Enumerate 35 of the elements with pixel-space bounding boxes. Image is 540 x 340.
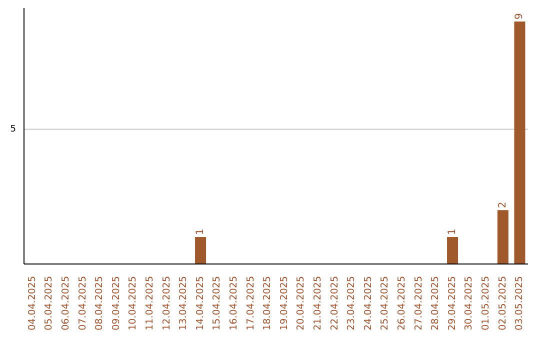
x-tick-label: 03.05.2025: [514, 276, 526, 330]
x-tick-label: 25.04.2025: [380, 276, 391, 330]
x-tick-label: 11.04.2025: [144, 276, 156, 330]
y-tick-label: 5: [10, 124, 16, 134]
x-tick-label: 09.04.2025: [110, 276, 122, 330]
x-tick-label: 21.04.2025: [312, 276, 324, 330]
x-tick-label: 16.04.2025: [228, 276, 240, 330]
x-tick-label: 02.05.2025: [497, 276, 508, 330]
x-tick-label: 20.04.2025: [296, 276, 307, 330]
x-tick-label: 14.04.2025: [194, 276, 206, 330]
x-tick-label: 29.04.2025: [446, 276, 458, 330]
x-tick-label: 06.04.2025: [60, 276, 72, 330]
x-tick-label: 17.04.2025: [245, 276, 256, 330]
data-label: 1: [195, 228, 206, 236]
x-tick-label: 08.04.2025: [94, 276, 106, 330]
x-tick-label: 22.04.2025: [329, 276, 340, 330]
x-tick-label: 15.04.2025: [212, 276, 223, 330]
x-tick-label: 01.05.2025: [480, 276, 492, 330]
x-tick-label: 13.04.2025: [178, 276, 190, 330]
x-tick-label: 04.04.2025: [26, 276, 38, 330]
x-tick-label: 07.04.2025: [77, 276, 88, 330]
x-tick-label: 10.04.2025: [128, 276, 139, 330]
x-tick-label: 05.04.2025: [44, 276, 55, 330]
x-tick-label: 19.04.2025: [278, 276, 290, 330]
x-tick-label: 24.04.2025: [362, 276, 374, 330]
x-tick-label: 12.04.2025: [161, 276, 172, 330]
x-tick-label: 28.04.2025: [430, 276, 442, 330]
x-tick-label: 30.04.2025: [464, 276, 475, 330]
data-label: 9: [514, 13, 526, 20]
x-tick-label: 27.04.2025: [413, 276, 424, 330]
x-tick-label: 18.04.2025: [262, 276, 274, 330]
x-tick-label: 26.04.2025: [396, 276, 408, 330]
x-tick-label: 23.04.2025: [346, 276, 358, 330]
data-label: 2: [497, 202, 508, 208]
data-label: 1: [447, 228, 458, 236]
